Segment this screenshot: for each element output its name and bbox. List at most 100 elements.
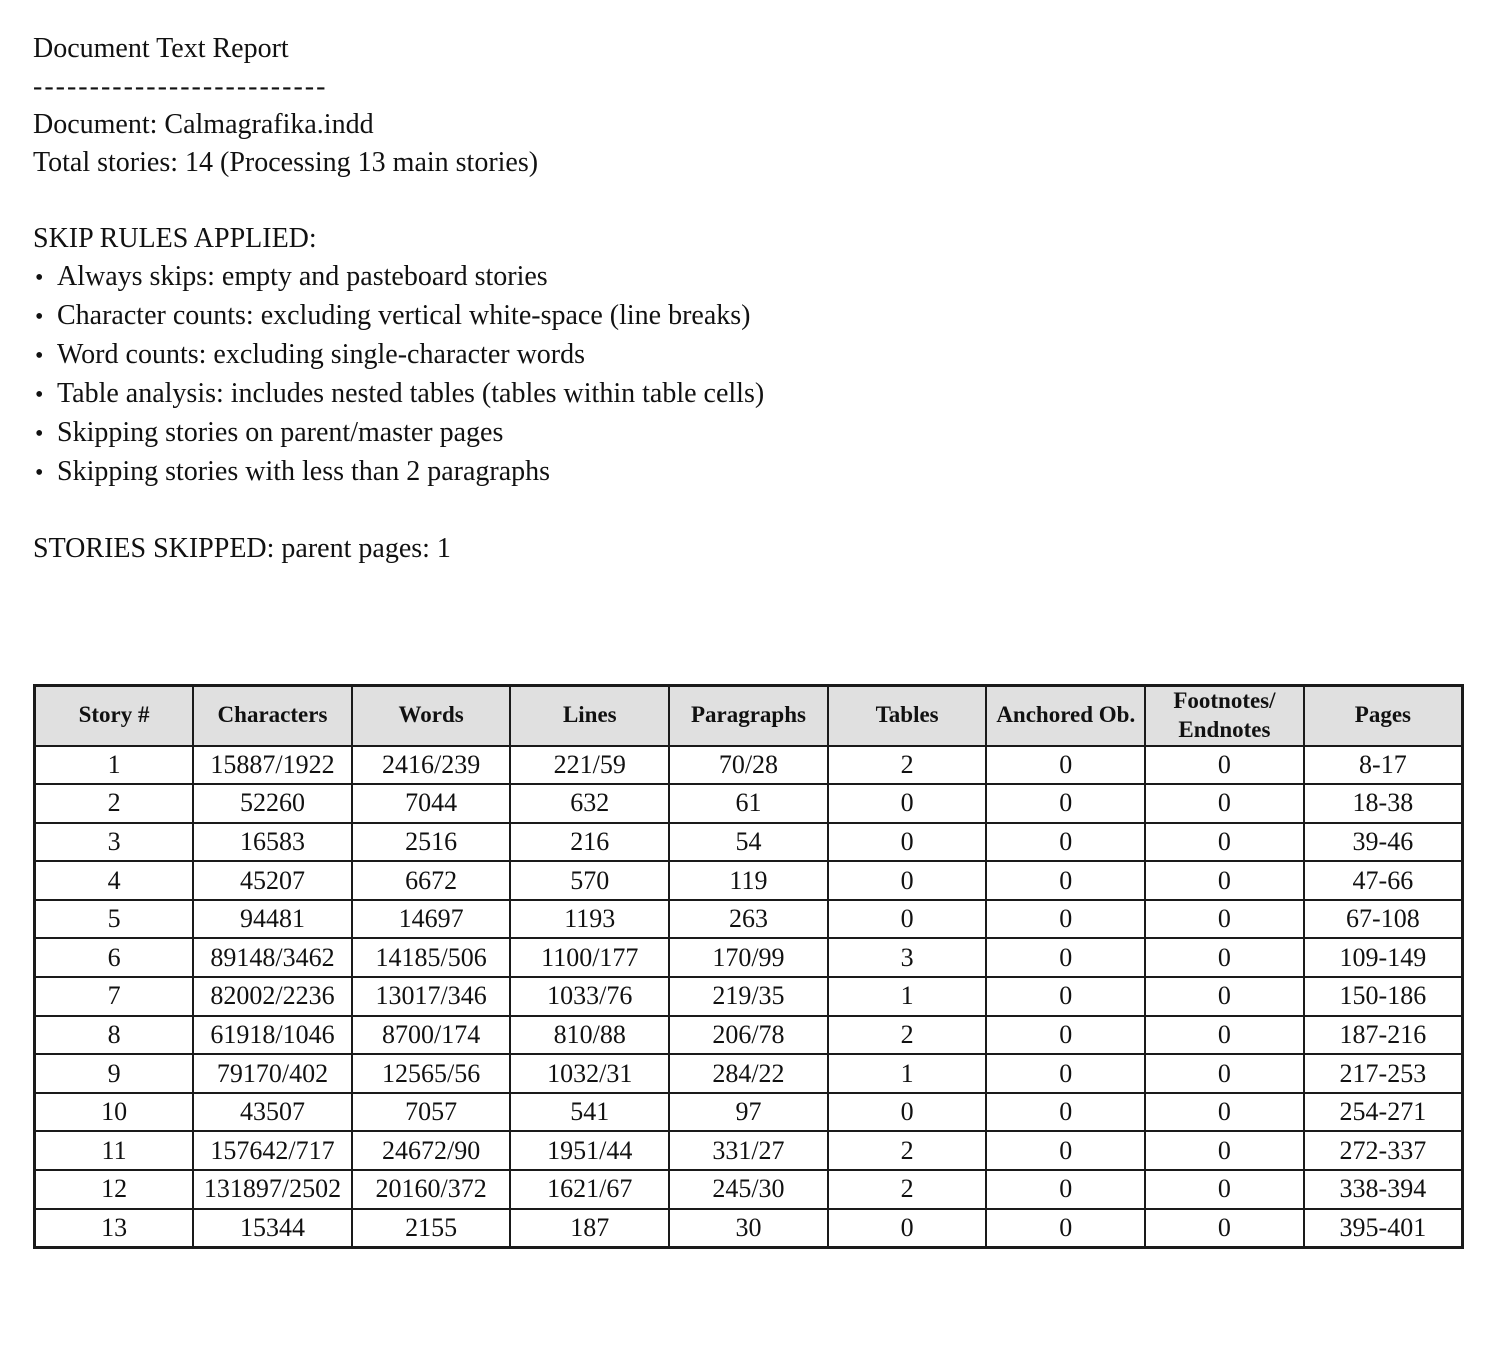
cell-words: 2155 bbox=[350, 1207, 512, 1249]
cell-tables: 1 bbox=[826, 976, 988, 1017]
cell-tables: 0 bbox=[826, 783, 988, 824]
cell-pages: 67-108 bbox=[1302, 898, 1464, 940]
bullet-icon: • bbox=[35, 382, 44, 408]
cell-footnotes-endnotes: 0 bbox=[1144, 1091, 1305, 1133]
cell-anchored-objects: 0 bbox=[985, 1207, 1147, 1249]
cell-tables: 2 bbox=[826, 744, 988, 786]
cell-pages: 395-401 bbox=[1302, 1207, 1464, 1249]
cell-anchored-objects: 0 bbox=[985, 1014, 1147, 1056]
cell-anchored-objects: 0 bbox=[985, 744, 1147, 786]
cell-footnotes-endnotes: 0 bbox=[1144, 1130, 1305, 1172]
cell-paragraphs: 30 bbox=[668, 1207, 829, 1249]
cell-pages: 150-186 bbox=[1302, 976, 1464, 1017]
cell-lines: 632 bbox=[509, 783, 671, 824]
column-header: Characters bbox=[192, 684, 353, 747]
cell-words: 14697 bbox=[350, 898, 512, 940]
cell-lines: 541 bbox=[509, 1091, 671, 1133]
cell-tables: 2 bbox=[826, 1014, 988, 1056]
table-row: 8 61918/1046 8700/174 810/88 206/78 2 0 … bbox=[33, 1014, 1464, 1056]
cell-words: 8700/174 bbox=[350, 1014, 512, 1056]
column-header: Tables bbox=[826, 684, 988, 747]
cell-pages: 254-271 bbox=[1302, 1091, 1464, 1133]
cell-paragraphs: 170/99 bbox=[668, 937, 829, 979]
cell-tables: 0 bbox=[826, 898, 988, 940]
bullet-icon: • bbox=[35, 304, 44, 330]
cell-footnotes-endnotes: 0 bbox=[1144, 1053, 1305, 1094]
table-row: 1 15887/1922 2416/239 221/59 70/28 2 0 0… bbox=[33, 744, 1464, 786]
cell-lines: 570 bbox=[509, 860, 671, 901]
cell-words: 13017/346 bbox=[350, 976, 512, 1017]
table-row: 9 79170/402 12565/56 1032/31 284/22 1 0 … bbox=[33, 1053, 1464, 1094]
table-row: 5 94481 14697 1193 263 0 0 0 67-108 bbox=[33, 898, 1464, 940]
cell-paragraphs: 97 bbox=[668, 1091, 829, 1133]
cell-paragraphs: 54 bbox=[668, 821, 829, 863]
bullet-icon: • bbox=[35, 421, 44, 447]
cell-words: 7057 bbox=[350, 1091, 512, 1133]
page-title: Document Text Report bbox=[33, 33, 289, 64]
cell-anchored-objects: 0 bbox=[985, 1091, 1147, 1133]
cell-words: 14185/506 bbox=[350, 937, 512, 979]
cell-story-number: 13 bbox=[33, 1207, 195, 1249]
table-row: 2 52260 7044 632 61 0 0 0 18-38 bbox=[33, 783, 1464, 824]
cell-words: 20160/372 bbox=[350, 1169, 512, 1210]
cell-characters: 82002/2236 bbox=[192, 976, 353, 1017]
skip-rule-text: Always skips: empty and pasteboard stori… bbox=[57, 261, 548, 292]
cell-lines: 1193 bbox=[509, 898, 671, 940]
cell-lines: 1033/76 bbox=[509, 976, 671, 1017]
cell-words: 6672 bbox=[350, 860, 512, 901]
cell-characters: 61918/1046 bbox=[192, 1014, 353, 1056]
cell-characters: 89148/3462 bbox=[192, 937, 353, 979]
table-row: 6 89148/3462 14185/506 1100/177 170/99 3… bbox=[33, 937, 1464, 979]
cell-footnotes-endnotes: 0 bbox=[1144, 937, 1305, 979]
cell-story-number: 2 bbox=[33, 783, 195, 824]
cell-story-number: 10 bbox=[33, 1091, 195, 1133]
cell-lines: 1621/67 bbox=[509, 1169, 671, 1210]
cell-story-number: 5 bbox=[33, 898, 195, 940]
skip-rule-item: • Word counts: excluding single-characte… bbox=[33, 336, 1500, 375]
cell-characters: 157642/717 bbox=[192, 1130, 353, 1172]
cell-lines: 1951/44 bbox=[509, 1130, 671, 1172]
column-header: Pages bbox=[1302, 684, 1464, 747]
blank-line bbox=[33, 492, 1500, 530]
cell-paragraphs: 206/78 bbox=[668, 1014, 829, 1056]
cell-story-number: 4 bbox=[33, 860, 195, 901]
cell-paragraphs: 245/30 bbox=[668, 1169, 829, 1210]
column-header: Words bbox=[350, 684, 512, 747]
cell-story-number: 6 bbox=[33, 937, 195, 979]
report-table-head: Story # Characters Words Lines Paragraph… bbox=[33, 684, 1464, 747]
cell-anchored-objects: 0 bbox=[985, 937, 1147, 979]
report-table-body: 1 15887/1922 2416/239 221/59 70/28 2 0 0… bbox=[33, 744, 1464, 1249]
column-header: Paragraphs bbox=[668, 684, 829, 747]
skip-rules-heading: SKIP RULES APPLIED: bbox=[33, 223, 317, 254]
skip-rule-item: • Character counts: excluding vertical w… bbox=[33, 297, 1500, 336]
cell-anchored-objects: 0 bbox=[985, 1053, 1147, 1094]
cell-pages: 39-46 bbox=[1302, 821, 1464, 863]
cell-anchored-objects: 0 bbox=[985, 821, 1147, 863]
column-header: Story # bbox=[33, 684, 195, 747]
cell-story-number: 12 bbox=[33, 1169, 195, 1210]
skip-rule-text: Skipping stories on parent/master pages bbox=[57, 417, 504, 448]
cell-lines: 221/59 bbox=[509, 744, 671, 786]
cell-paragraphs: 331/27 bbox=[668, 1130, 829, 1172]
cell-words: 2516 bbox=[350, 821, 512, 863]
bullet-icon: • bbox=[35, 265, 44, 291]
cell-lines: 187 bbox=[509, 1207, 671, 1249]
cell-story-number: 1 bbox=[33, 744, 195, 786]
cell-story-number: 8 bbox=[33, 1014, 195, 1056]
cell-characters: 94481 bbox=[192, 898, 353, 940]
cell-anchored-objects: 0 bbox=[985, 898, 1147, 940]
cell-tables: 0 bbox=[826, 860, 988, 901]
cell-pages: 109-149 bbox=[1302, 937, 1464, 979]
cell-paragraphs: 284/22 bbox=[668, 1053, 829, 1094]
skip-rule-text: Skipping stories with less than 2 paragr… bbox=[57, 456, 551, 487]
table-row: 10 43507 7057 541 97 0 0 0 254-271 bbox=[33, 1091, 1464, 1133]
cell-tables: 0 bbox=[826, 821, 988, 863]
cell-story-number: 9 bbox=[33, 1053, 195, 1094]
cell-tables: 2 bbox=[826, 1130, 988, 1172]
cell-paragraphs: 119 bbox=[668, 860, 829, 901]
cell-characters: 45207 bbox=[192, 860, 353, 901]
table-row: 4 45207 6672 570 119 0 0 0 47-66 bbox=[33, 860, 1464, 901]
bullet-icon: • bbox=[35, 343, 44, 369]
cell-paragraphs: 70/28 bbox=[668, 744, 829, 786]
